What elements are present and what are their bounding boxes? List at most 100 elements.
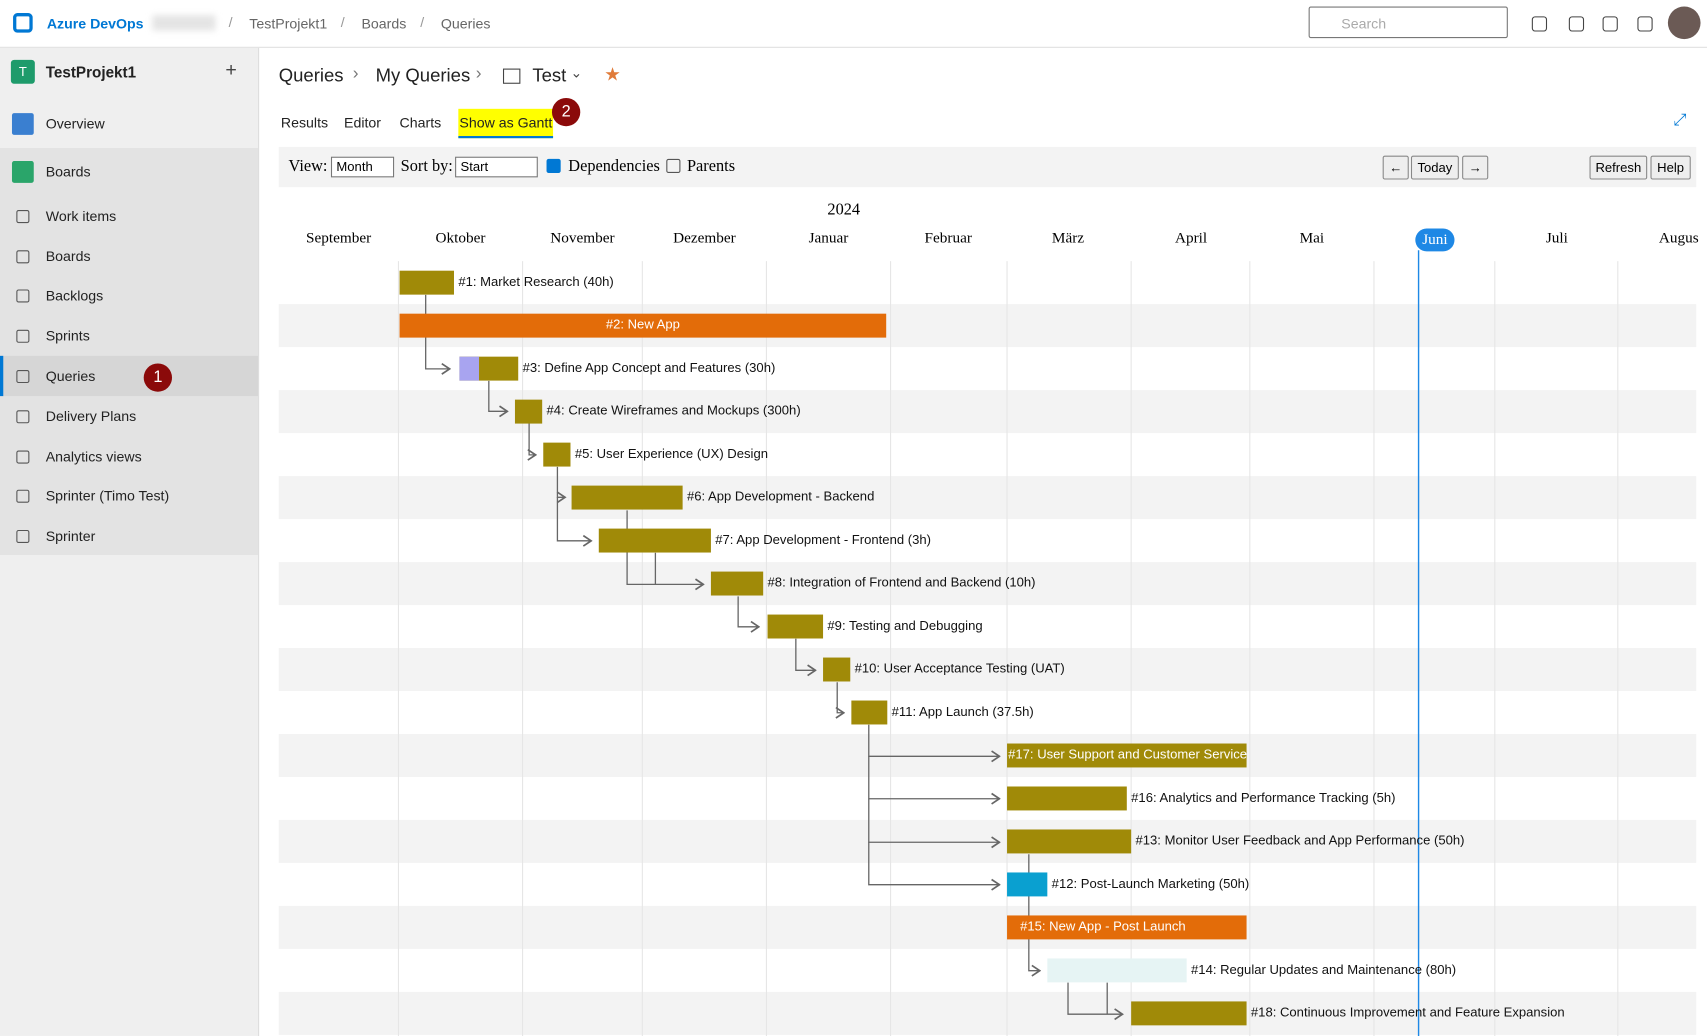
task-label[interactable]: #15: New App - Post Launch — [1020, 918, 1186, 934]
gantt-bar — [851, 700, 888, 725]
breadcrumb[interactable]: Queries — [440, 15, 491, 32]
task-label[interactable]: #11: App Launch (37.5h) — [891, 703, 1034, 720]
task-label[interactable]: #9: Testing and Debugging — [827, 617, 983, 634]
nav-item[interactable]: Sprinter — [45, 527, 96, 545]
query-path[interactable]: Test — [532, 65, 567, 86]
gantt-bar — [1007, 915, 1247, 940]
task-label[interactable]: #1: Market Research (40h) — [458, 273, 614, 290]
label: Parents — [686, 157, 736, 176]
task-label[interactable]: #3: Define App Concept and Features (30h… — [522, 359, 776, 376]
checkbox[interactable] — [666, 158, 681, 174]
month-label: Dezember — [673, 230, 736, 248]
grid-icon — [502, 68, 521, 84]
avatar[interactable] — [1667, 6, 1701, 40]
nav-button[interactable]: → — [1462, 155, 1489, 180]
nav-item[interactable]: Work items — [45, 207, 117, 225]
task-label[interactable]: #7: App Development - Frontend (3h) — [715, 531, 931, 548]
year: 2024 — [827, 201, 861, 219]
gantt-bar — [598, 528, 711, 553]
nav-item[interactable]: Backlogs — [45, 287, 104, 304]
month-label: Augus — [1658, 230, 1699, 248]
add-button[interactable]: + — [225, 58, 237, 81]
tab[interactable]: Charts — [399, 114, 442, 131]
select[interactable]: Start — [455, 156, 538, 178]
row-stripe — [278, 648, 1697, 692]
tab[interactable]: Editor — [344, 114, 382, 131]
breadcrumb-sep: / — [340, 14, 345, 31]
action-button[interactable]: Help — [1650, 155, 1691, 180]
gantt-bar — [767, 614, 824, 639]
gantt-bar — [710, 571, 764, 596]
task-label[interactable]: #8: Integration of Frontend and Backend … — [767, 574, 1036, 591]
action-button[interactable]: Refresh — [1589, 155, 1648, 180]
nav-item[interactable]: Delivery Plans — [45, 408, 137, 425]
gantt-bar — [571, 485, 683, 510]
month-label: Juni — [1415, 228, 1455, 252]
task-label[interactable]: #16: Analytics and Performance Tracking … — [1131, 789, 1396, 805]
dependency-arrow — [529, 423, 536, 455]
breadcrumb[interactable]: Boards — [361, 15, 407, 32]
search-box[interactable] — [1308, 6, 1508, 39]
gantt-bar — [1007, 786, 1127, 811]
month-label: April — [1174, 230, 1208, 248]
header-icon[interactable] — [1568, 16, 1585, 32]
row-stripe — [278, 905, 1697, 949]
month-label: Juli — [1545, 230, 1568, 248]
favorite-star[interactable]: ★ — [604, 64, 621, 85]
nav-icon — [16, 289, 30, 303]
task-label[interactable]: #4: Create Wireframes and Mockups (300h) — [546, 402, 801, 419]
task-label[interactable]: #12: Post-Launch Marketing (50h) — [1051, 875, 1250, 891]
task-label[interactable]: #6: App Development - Backend — [686, 488, 875, 505]
query-path[interactable]: Queries — [278, 65, 344, 86]
nav-item[interactable]: Sprinter (Timo Test) — [45, 487, 170, 504]
dependency-arrow — [1067, 982, 1122, 1015]
nav-item[interactable]: Queries — [45, 367, 96, 385]
nav-item[interactable]: Boards — [45, 248, 91, 265]
tab[interactable]: Results — [280, 114, 329, 131]
select[interactable]: Month — [330, 156, 395, 178]
header-icon[interactable] — [1637, 16, 1653, 32]
dependency-arrow — [795, 638, 816, 671]
dropdown: ⌄ — [570, 64, 583, 81]
product-name[interactable]: Azure DevOps — [46, 15, 144, 32]
task-label[interactable]: #18: Continuous Improvement and Feature … — [1250, 1004, 1565, 1020]
breadcrumb[interactable]: TestProjekt1 — [249, 15, 328, 32]
expand-icon[interactable]: ⤢ — [1673, 110, 1687, 130]
dependency-arrow — [837, 682, 844, 712]
nav-icon — [11, 113, 34, 135]
nav-item[interactable]: Analytics views — [45, 448, 142, 465]
header-icon[interactable] — [1602, 16, 1618, 32]
month-label: Januar — [808, 230, 849, 248]
nav-item[interactable]: Boards — [45, 163, 91, 180]
logo — [13, 13, 33, 33]
nav-item[interactable]: Overview — [45, 115, 105, 132]
task-label[interactable]: #10: User Acceptance Testing (UAT) — [854, 660, 1065, 677]
header-icon[interactable] — [1531, 16, 1548, 32]
dependency-arrow — [488, 380, 508, 411]
breadcrumb-sep: / — [420, 14, 425, 31]
row-stripe — [278, 991, 1697, 1035]
tab[interactable]: Show as Gantt — [459, 114, 553, 131]
nav-button[interactable]: ← — [1382, 155, 1409, 180]
query-path[interactable]: My Queries — [375, 65, 471, 86]
label: View: — [288, 157, 328, 176]
task-label[interactable]: #2: New App — [605, 316, 680, 333]
task-label[interactable]: #17: User Support and Customer Service — [1008, 746, 1248, 763]
nav-item[interactable]: Sprints — [45, 327, 90, 344]
month-label: März — [1051, 230, 1085, 248]
nav-button[interactable]: Today — [1410, 155, 1459, 180]
row-stripe — [278, 476, 1697, 520]
gantt-bar — [1007, 829, 1132, 854]
gantt-bar — [543, 442, 571, 467]
month-label: November — [550, 230, 615, 248]
task-label[interactable]: #14: Regular Updates and Maintenance (80… — [1191, 961, 1457, 977]
checkbox-checked[interactable] — [546, 158, 561, 174]
label: Sort by: — [400, 157, 453, 176]
gantt-bar — [399, 270, 454, 295]
task-label[interactable]: #13: Monitor User Feedback and App Perfo… — [1135, 832, 1465, 848]
gantt-bar — [1047, 958, 1187, 983]
task-label[interactable]: #5: User Experience (UX) Design — [574, 445, 768, 462]
dependency-arrow — [556, 497, 591, 541]
